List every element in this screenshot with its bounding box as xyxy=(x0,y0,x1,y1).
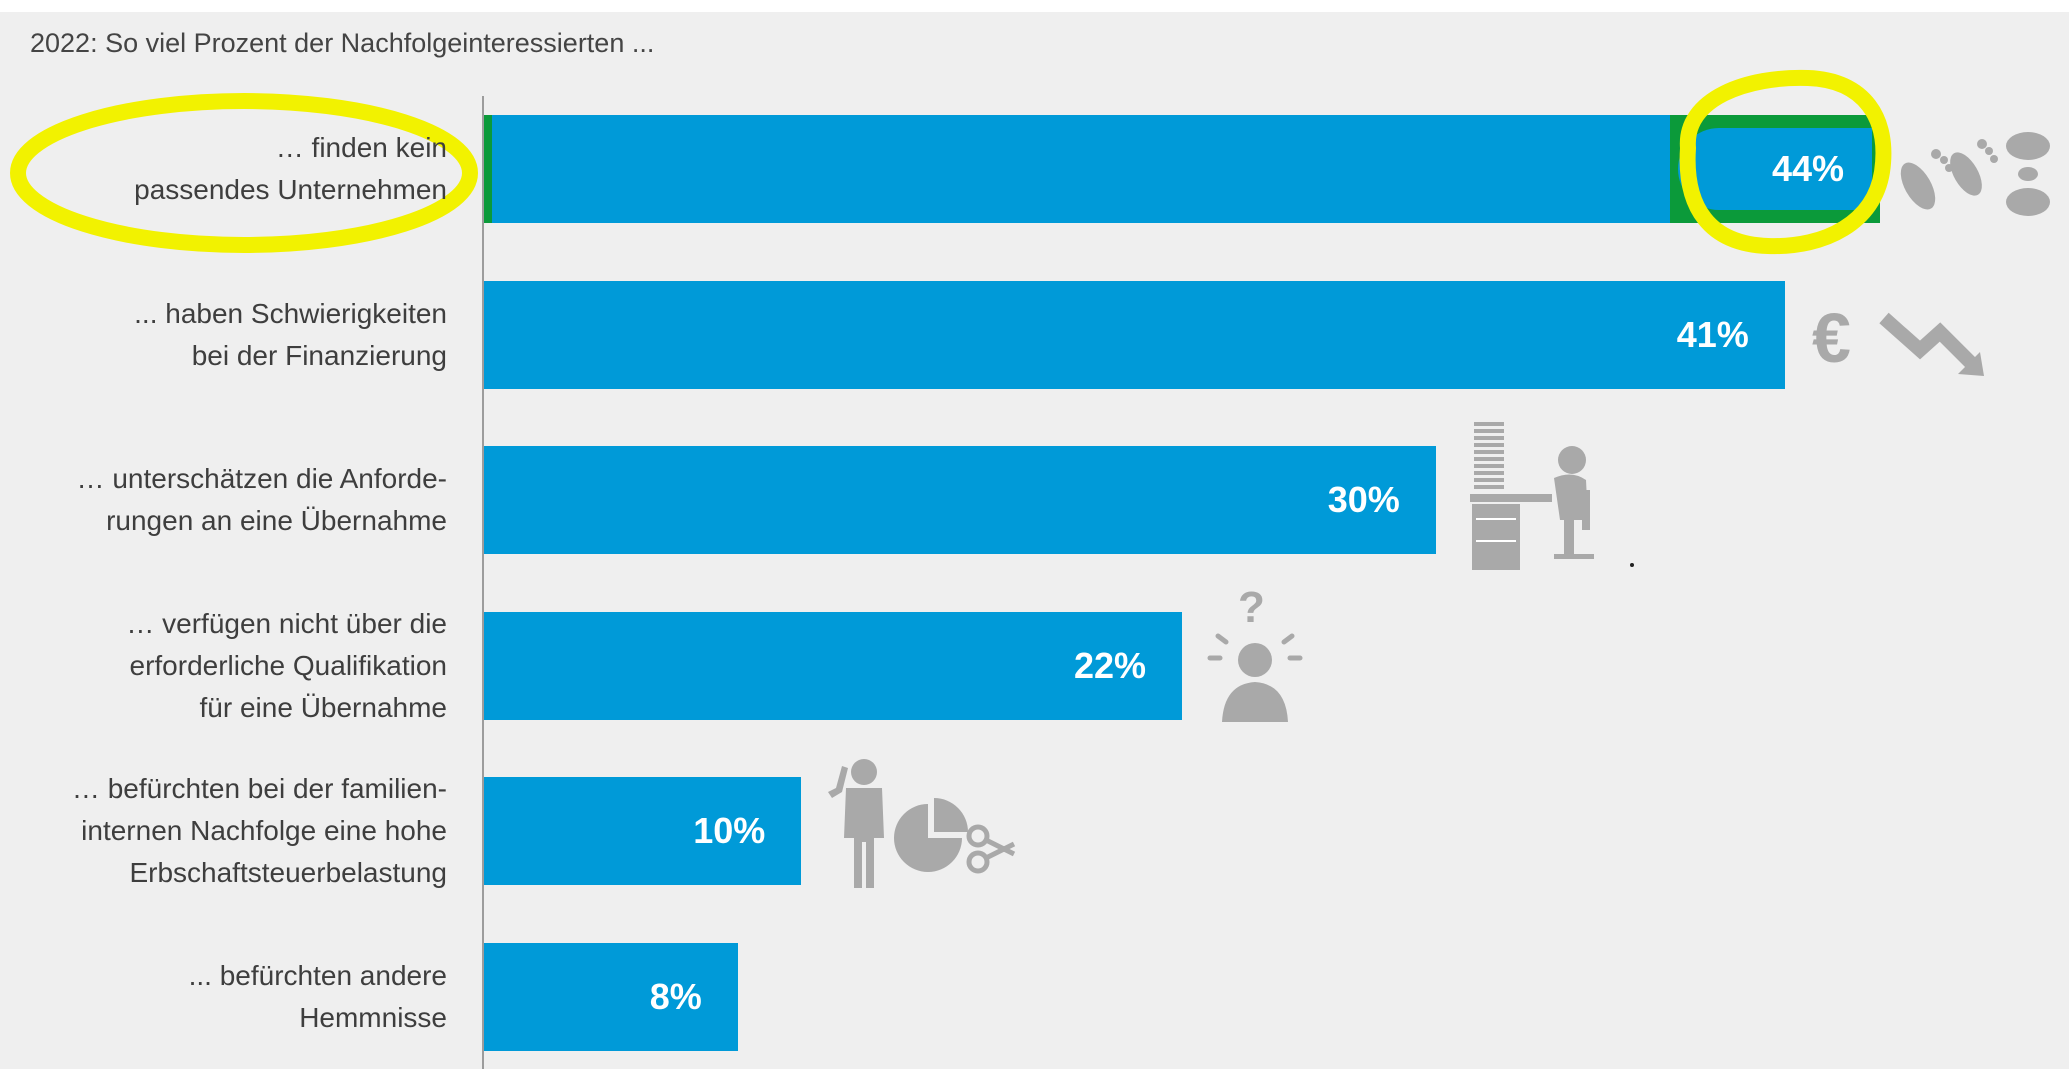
bar-value-label: 8% xyxy=(649,975,702,1017)
chart-title: 2022: So viel Prozent der Nachfolgeinter… xyxy=(30,28,655,58)
svg-text:€: € xyxy=(1812,300,1851,377)
bar: 41% xyxy=(484,280,1785,389)
bar: 30% xyxy=(484,446,1436,554)
stray-dot xyxy=(1630,563,1634,567)
category-label: … verfügen nicht über die erforderliche … xyxy=(126,607,447,723)
category-axis-line xyxy=(482,96,484,1069)
bar: 8% xyxy=(484,942,738,1051)
category-label: … befürchten bei der familien- internen … xyxy=(71,773,447,888)
svg-text:?: ? xyxy=(1238,586,1265,632)
euro-falling-icon: € xyxy=(1812,300,1984,377)
bar: 10% xyxy=(484,777,802,885)
footprints-icon xyxy=(1900,132,2050,216)
category-label: … finden kein passendes Unternehmen xyxy=(134,132,447,205)
category-label: … unterschätzen die Anforde- rungen an e… xyxy=(76,463,447,536)
bar-value-label: 30% xyxy=(1327,479,1400,520)
thinking-person-pie-icon xyxy=(828,759,1016,888)
bar-value-label: 44% xyxy=(1771,148,1844,189)
bar: 22% xyxy=(484,611,1182,720)
category-label: ... haben Schwierigkeiten bei der Finanz… xyxy=(134,297,447,371)
category-label: ... befürchten andere Hemmnisse xyxy=(188,959,447,1033)
highlight-glow-left xyxy=(484,115,492,223)
bar-value-label: 41% xyxy=(1676,313,1749,355)
paperwork-desk-icon xyxy=(1470,422,1594,570)
bar-value-label: 10% xyxy=(693,810,766,851)
bar: 44% xyxy=(484,115,1880,223)
bar-value-label: 22% xyxy=(1073,644,1146,686)
question-person-icon: ? xyxy=(1207,586,1303,722)
